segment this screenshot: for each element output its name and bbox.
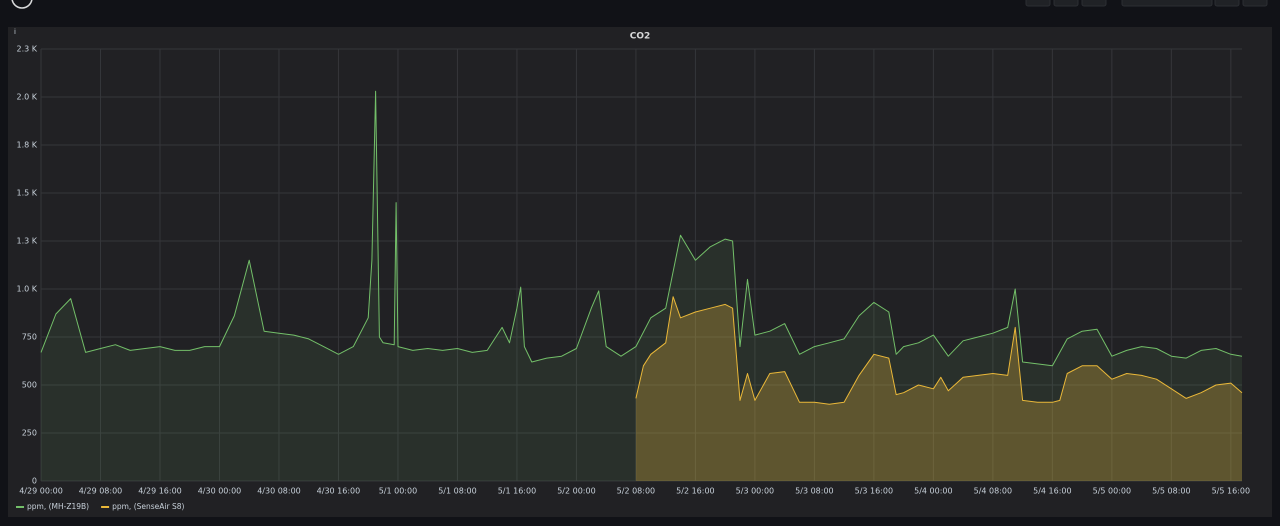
x-tick-label: 5/2 00:00	[557, 487, 595, 496]
x-tick-label: 4/29 16:00	[138, 487, 182, 496]
back-button[interactable]	[11, 0, 33, 9]
chart-title: CO2	[630, 32, 651, 42]
info-icon[interactable]: i	[14, 28, 16, 36]
x-tick-label: 5/5 16:00	[1212, 487, 1250, 496]
x-tick-label: 4/30 08:00	[257, 487, 301, 496]
y-tick-label: 1.0 K	[16, 285, 37, 294]
x-tick-label: 4/30 16:00	[317, 487, 361, 496]
y-tick-label: 1.5 K	[16, 189, 37, 198]
x-tick-label: 5/5 00:00	[1093, 487, 1131, 496]
y-tick-label: 1.8 K	[16, 141, 37, 150]
x-tick-label: 5/3 00:00	[736, 487, 774, 496]
refresh-button[interactable]	[1242, 0, 1268, 7]
legend-label: ppm, (MH-Z19B)	[27, 502, 89, 511]
toolbar-button[interactable]	[1053, 0, 1079, 7]
toolbar-button[interactable]	[1025, 0, 1051, 7]
panel	[8, 27, 1272, 517]
x-tick-label: 4/29 08:00	[79, 487, 123, 496]
x-tick-label: 5/1 08:00	[438, 487, 476, 496]
series-area	[41, 91, 1242, 481]
legend-label: ppm, (SenseAir S8)	[112, 502, 184, 511]
x-tick-label: 5/1 00:00	[379, 487, 417, 496]
x-tick-label: 4/30 00:00	[198, 487, 242, 496]
y-tick-label: 750	[22, 333, 37, 342]
x-tick-label: 5/1 16:00	[498, 487, 536, 496]
y-tick-label: 2.0 K	[16, 93, 37, 102]
toolbar-button[interactable]	[1081, 0, 1107, 7]
y-tick-label: 250	[22, 429, 37, 438]
x-tick-label: 5/5 08:00	[1152, 487, 1190, 496]
legend: ppm, (MH-Z19B) ppm, (SenseAir S8)	[16, 502, 184, 511]
y-tick-label: 1.3 K	[16, 237, 37, 246]
grid	[40, 48, 1242, 482]
axes: 0 250 500 750 1.0 K 1.3 K 1.5 K 1.8 K 2.0 K 2.3 K…	[16, 45, 1250, 496]
x-tick-label: 5/2 16:00	[676, 487, 714, 496]
series-area	[635, 296, 1242, 481]
y-tick-label: 0	[32, 477, 37, 486]
y-tick-label: 2.3 K	[16, 45, 37, 54]
time-picker[interactable]	[1121, 0, 1213, 7]
plot	[40, 90, 1243, 481]
x-tick-label: 5/4 08:00	[974, 487, 1012, 496]
y-tick-label: 500	[22, 381, 37, 390]
series-line	[635, 296, 1243, 405]
series-line	[40, 90, 1243, 367]
x-tick-label: 5/3 16:00	[855, 487, 893, 496]
x-tick-label: 5/3 08:00	[795, 487, 833, 496]
x-tick-label: 5/4 16:00	[1033, 487, 1071, 496]
x-tick-label: 5/2 08:00	[617, 487, 655, 496]
x-tick-label: 5/4 00:00	[914, 487, 952, 496]
x-tick-label: 4/29 00:00	[19, 487, 63, 496]
zoom-button[interactable]	[1214, 0, 1240, 7]
